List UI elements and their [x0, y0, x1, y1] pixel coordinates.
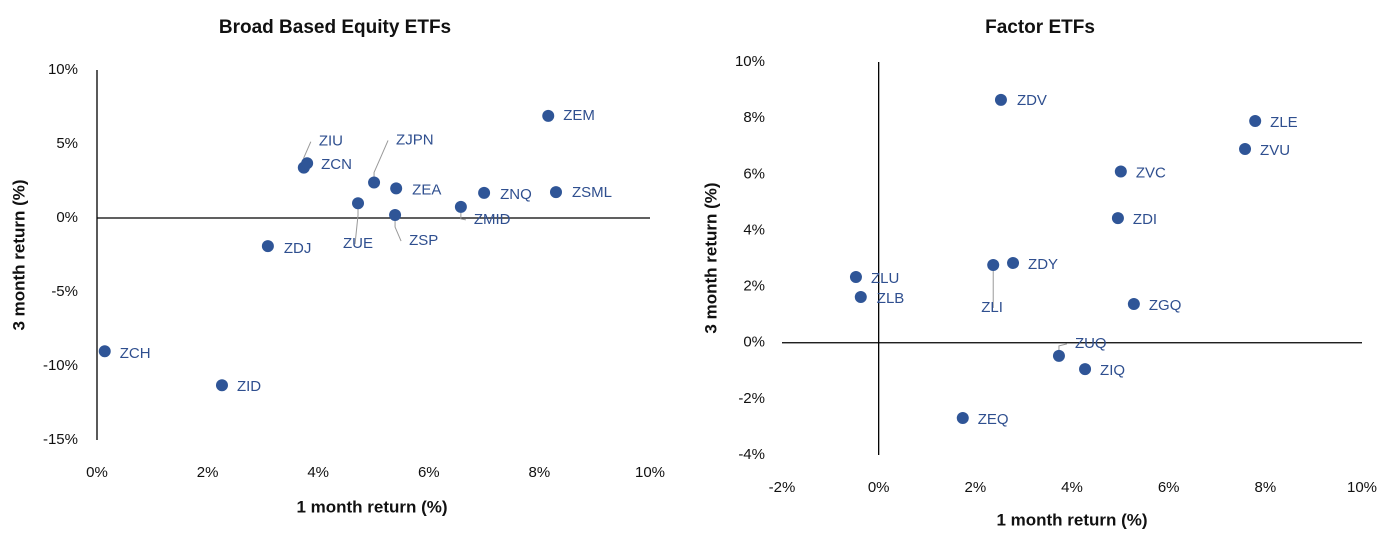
y-axis-title: 3 month return (%) [701, 182, 720, 333]
x-tick-label: 0% [86, 464, 108, 481]
x-tick-label: 0% [868, 479, 890, 496]
x-tick-label: 8% [529, 464, 551, 481]
point [215, 379, 228, 392]
point [1007, 256, 1020, 269]
point-label: ZGQ [1149, 297, 1182, 314]
y-tick-label: -10% [43, 357, 78, 374]
y-axis-title: 3 month return (%) [9, 179, 28, 330]
point [994, 93, 1007, 106]
x-tick-label: 4% [1061, 479, 1083, 496]
point [849, 271, 862, 284]
point [352, 197, 365, 210]
x-axis-title: 1 month return (%) [296, 497, 447, 516]
point [542, 109, 555, 122]
y-tick-label: 4% [743, 221, 765, 238]
point-label: ZEA [412, 181, 441, 198]
y-tick-label: -5% [51, 283, 78, 300]
point-label: ZIU [319, 133, 343, 150]
point-label: ZNQ [500, 186, 532, 203]
point-label: ZSP [409, 232, 438, 249]
y-tick-label: -2% [738, 390, 765, 407]
point [390, 182, 403, 195]
x-tick-label: 6% [418, 464, 440, 481]
y-tick-label: 2% [743, 278, 765, 295]
point-label: ZLB [877, 290, 905, 307]
x-tick-label: 10% [1347, 479, 1377, 496]
x-tick-label: 2% [964, 479, 986, 496]
point-label: ZID [237, 378, 261, 395]
y-tick-label: 0% [743, 334, 765, 351]
point [368, 176, 381, 189]
x-tick-label: 4% [307, 464, 329, 481]
point [1114, 165, 1127, 178]
point [301, 157, 314, 170]
x-tick-label: 6% [1158, 479, 1180, 496]
point-label: ZIQ [1100, 362, 1125, 379]
y-tick-label: 5% [56, 135, 78, 152]
x-axis-title: 1 month return (%) [996, 510, 1147, 529]
point [1127, 297, 1140, 310]
point [854, 290, 867, 303]
point-label: ZDV [1017, 92, 1047, 109]
point [478, 186, 491, 199]
point-label: ZVU [1260, 142, 1290, 159]
y-tick-label: 10% [48, 61, 78, 78]
point [956, 411, 969, 424]
point-label: ZCH [120, 345, 151, 362]
x-tick-label: 10% [635, 464, 665, 481]
y-tick-label: -4% [738, 446, 765, 463]
x-tick-label: 8% [1254, 479, 1276, 496]
point-label: ZDJ [284, 240, 312, 257]
point [1249, 114, 1262, 127]
point [389, 209, 402, 222]
point-label: ZDI [1133, 211, 1157, 228]
point-label: ZCN [321, 156, 352, 173]
chart-title: Factor ETFs [985, 17, 1095, 38]
point [98, 345, 111, 358]
y-tick-label: -15% [43, 431, 78, 448]
point-label: ZLU [871, 270, 899, 287]
x-tick-label: -2% [769, 479, 796, 496]
x-tick-label: 2% [197, 464, 219, 481]
point-label: ZMID [474, 211, 511, 228]
chart-title: Broad Based Equity ETFs [219, 17, 451, 38]
point-label: ZSML [572, 184, 612, 201]
point [1239, 143, 1252, 156]
point-label: ZEQ [978, 411, 1009, 428]
point-label: ZVC [1136, 164, 1166, 181]
y-tick-label: 10% [735, 53, 765, 70]
point [1079, 363, 1092, 376]
y-tick-label: 6% [743, 165, 765, 182]
point [261, 240, 274, 253]
point [1052, 349, 1065, 362]
point [987, 258, 1000, 271]
point [454, 200, 467, 213]
leader-line [373, 140, 389, 183]
y-tick-label: 0% [56, 209, 78, 226]
point [549, 186, 562, 199]
y-tick-label: 8% [743, 109, 765, 126]
point-label: ZUE [343, 235, 373, 252]
point-label: ZUQ [1075, 335, 1107, 352]
point-label: ZEM [563, 107, 595, 124]
point-label: ZJPN [396, 131, 434, 148]
point-label: ZLI [981, 299, 1003, 316]
point-label: ZLE [1270, 114, 1298, 131]
point-label: ZDY [1028, 256, 1058, 273]
point [1111, 212, 1124, 225]
